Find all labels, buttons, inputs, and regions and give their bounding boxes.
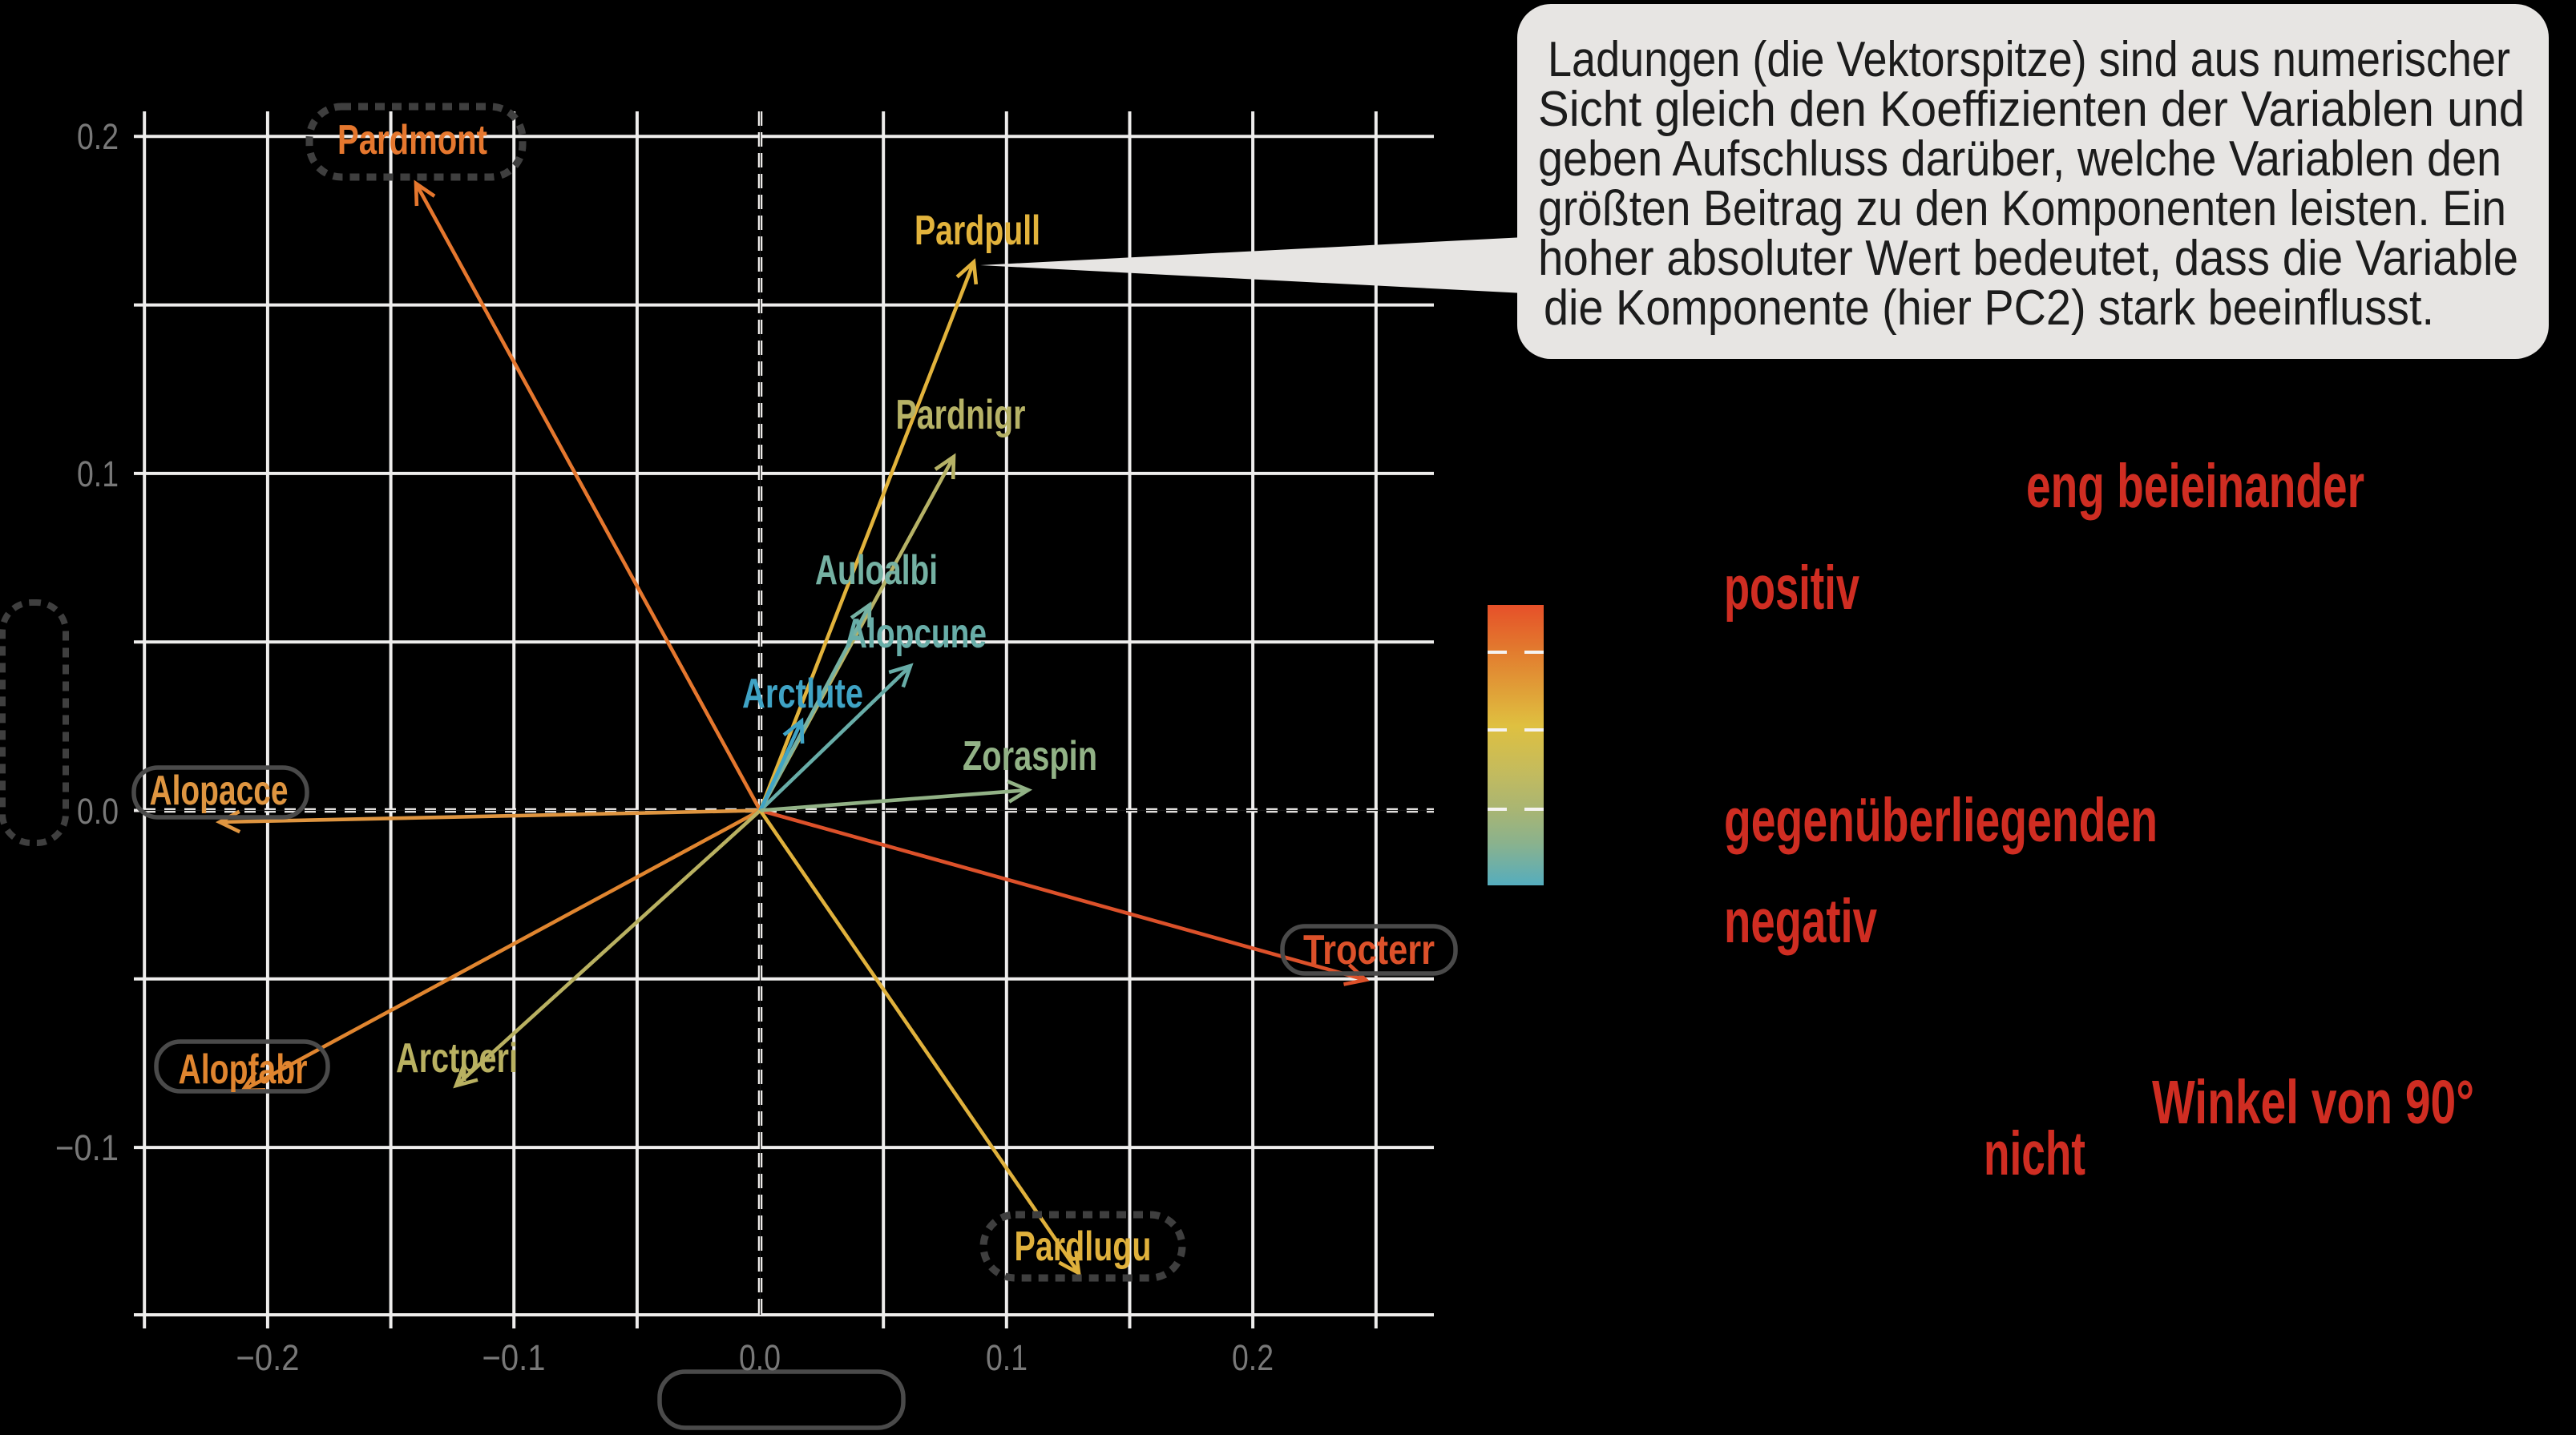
svg-text:Pardpull: Pardpull bbox=[915, 208, 1040, 254]
svg-text:Alopcune: Alopcune bbox=[845, 611, 987, 657]
svg-text:0.1: 0.1 bbox=[77, 453, 119, 494]
svg-text:−0.2: −0.2 bbox=[236, 1337, 300, 1378]
svg-text:Trocterr: Trocterr bbox=[1303, 927, 1435, 973]
svg-text:Winkel von 90°: Winkel von 90° bbox=[2152, 1068, 2474, 1137]
svg-text:0.0: 0.0 bbox=[77, 791, 119, 832]
svg-text:nicht: nicht bbox=[1984, 1119, 2085, 1188]
svg-text:hoher absoluter Wert bedeutet,: hoher absoluter Wert bedeutet, dass die … bbox=[1538, 231, 2518, 286]
svg-text:eng beieinander: eng beieinander bbox=[2026, 452, 2364, 521]
svg-text:0.2: 0.2 bbox=[1232, 1337, 1274, 1378]
svg-text:−0.1: −0.1 bbox=[482, 1337, 546, 1378]
svg-text:0.2: 0.2 bbox=[77, 116, 119, 157]
svg-text:Pardnigr: Pardnigr bbox=[896, 392, 1026, 438]
svg-text:Auloalbi: Auloalbi bbox=[815, 547, 938, 594]
svg-text:geben Aufschluss darüber, welc: geben Aufschluss darüber, welche Variabl… bbox=[1538, 131, 2501, 187]
svg-text:größten Beitrag zu den Kompone: größten Beitrag zu den Komponenten leist… bbox=[1538, 181, 2506, 236]
svg-text:Zoraspin: Zoraspin bbox=[963, 733, 1097, 780]
svg-text:positiv: positiv bbox=[1724, 554, 1859, 623]
svg-text:0.0: 0.0 bbox=[739, 1337, 781, 1378]
svg-text:Arctperi: Arctperi bbox=[396, 1035, 518, 1082]
svg-text:Arctlute: Arctlute bbox=[742, 671, 863, 717]
svg-text:Pardmont: Pardmont bbox=[337, 117, 487, 163]
svg-text:Alopfabr: Alopfabr bbox=[179, 1046, 308, 1093]
svg-text:0.1: 0.1 bbox=[986, 1337, 1028, 1378]
svg-text:Alopacce: Alopacce bbox=[150, 768, 289, 814]
svg-text:Ladungen (die Vektorspitze) si: Ladungen (die Vektorspitze) sind aus num… bbox=[1548, 32, 2510, 87]
svg-text:Sicht gleich den Koeffizienten: Sicht gleich den Koeffizienten der Varia… bbox=[1538, 82, 2525, 137]
svg-text:die Komponente (hier PC2) star: die Komponente (hier PC2) stark beeinflu… bbox=[1544, 280, 2434, 336]
svg-text:negativ: negativ bbox=[1724, 887, 1877, 956]
svg-text:−0.1: −0.1 bbox=[55, 1127, 119, 1168]
svg-text:gegenüberliegenden: gegenüberliegenden bbox=[1724, 786, 2158, 855]
svg-text:Pardlugu: Pardlugu bbox=[1015, 1223, 1152, 1270]
